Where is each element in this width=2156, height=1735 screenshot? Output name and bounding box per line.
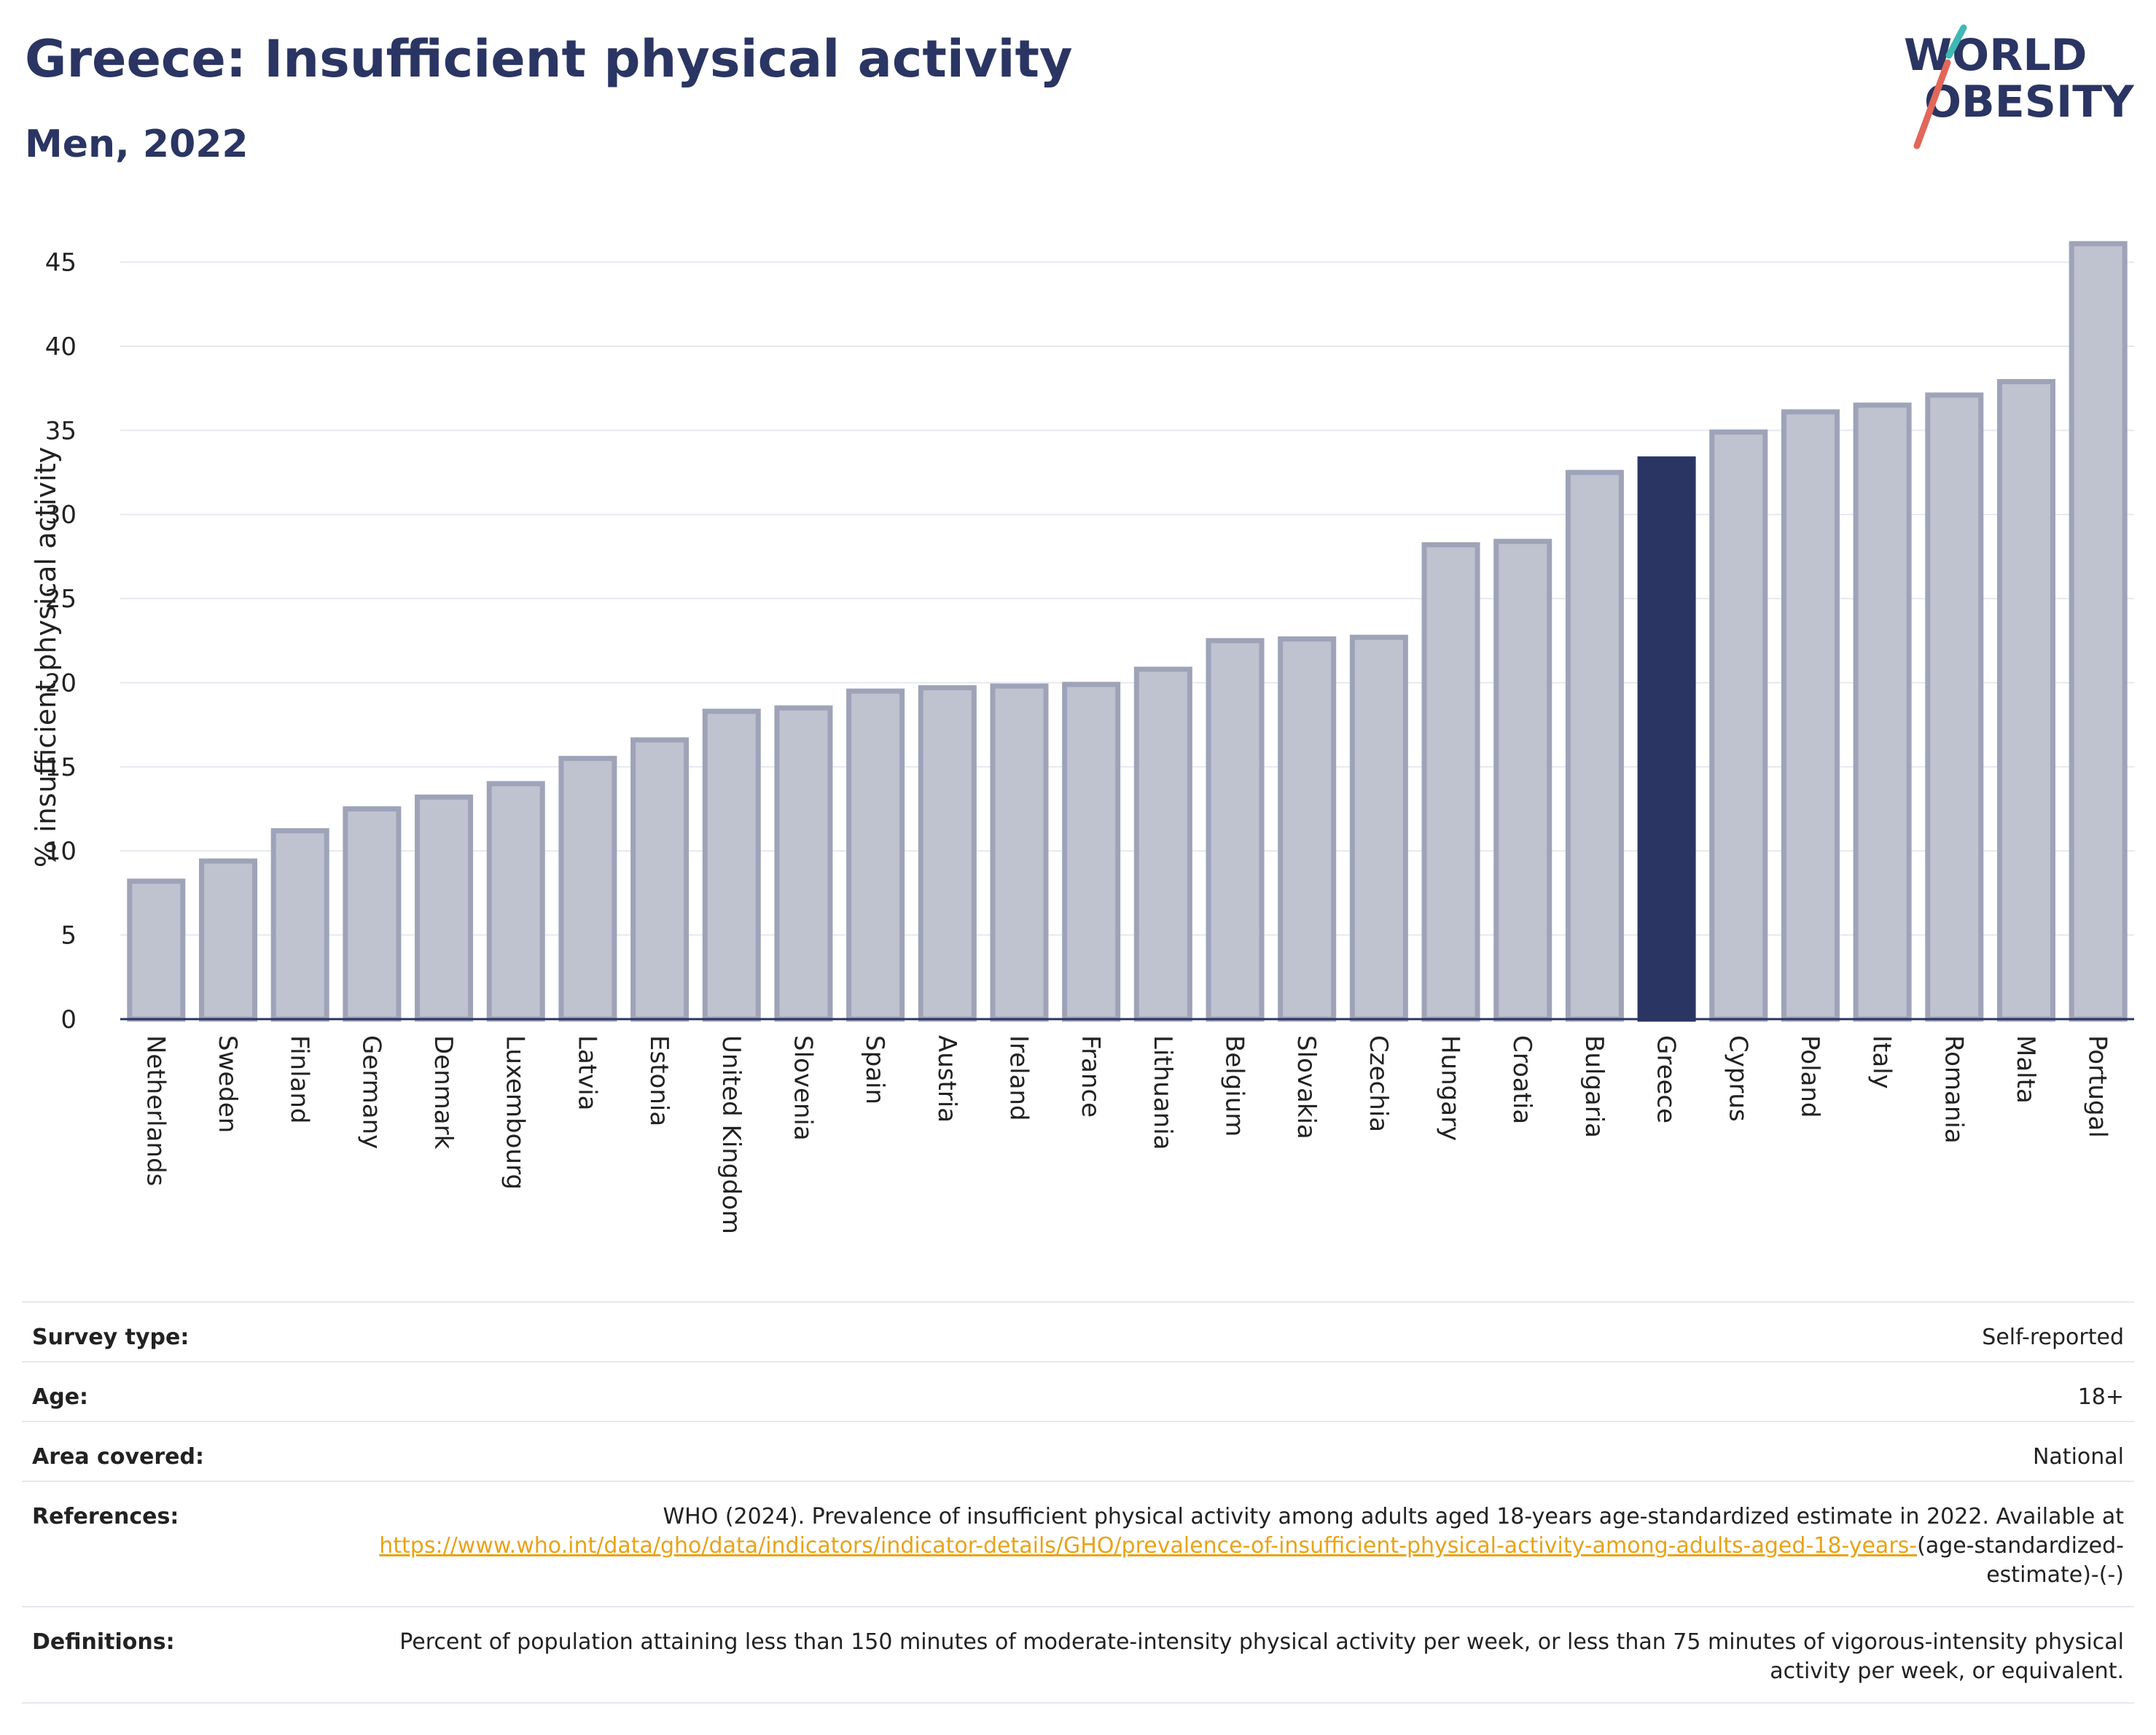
bar-france <box>1062 682 1121 1022</box>
y-tick-label: 45 <box>45 249 77 278</box>
y-tick-label: 35 <box>45 416 77 445</box>
x-tick-label: Denmark <box>429 1035 458 1150</box>
references-row: References: WHO (2024). Prevalence of in… <box>22 1481 2134 1606</box>
y-tick-label: 0 <box>60 1005 77 1034</box>
x-tick-label: Italy <box>1867 1035 1897 1089</box>
bar-malta <box>1996 378 2055 1022</box>
definitions-label: Definitions: <box>32 1629 175 1655</box>
x-axis-ticks: Netherlands Sweden Finland Germany Denmark Lu… <box>141 1035 2112 1234</box>
bar-luxembourg <box>486 781 545 1022</box>
world-obesity-logo: WORLD OBESITY <box>1904 24 2135 149</box>
x-tick-label: Poland <box>1795 1035 1824 1118</box>
references-suffix: (age-standardized-estimate)-(-) <box>1917 1533 2124 1588</box>
bar-croatia <box>1493 539 1552 1022</box>
x-tick-label: Lithuania <box>1148 1035 1177 1150</box>
x-tick-label: Estonia <box>644 1035 673 1126</box>
bar-germany <box>343 806 402 1022</box>
survey-type-label: Survey type: <box>32 1325 190 1350</box>
x-tick-label: Cyprus <box>1723 1035 1752 1122</box>
y-axis-label: % insufficient physical activity <box>30 447 62 868</box>
y-axis-ticks: 0 5 10 15 20 25 30 35 40 45 <box>45 249 77 1034</box>
bar-united-kingdom <box>702 709 761 1022</box>
bars <box>127 241 2128 1022</box>
x-tick-label: Romania <box>1939 1035 1968 1144</box>
survey-type-row: Survey type: Self-reported <box>22 1301 2134 1361</box>
bar-estonia <box>630 737 690 1022</box>
bar-sweden <box>199 858 258 1022</box>
area-value: National <box>2032 1444 2124 1470</box>
survey-type-value: Self-reported <box>1982 1325 2124 1350</box>
x-tick-label: Malta <box>2011 1035 2040 1104</box>
x-tick-label: Ireland <box>1004 1035 1033 1121</box>
references-text: WHO (2024). Prevalence of insufficient p… <box>663 1504 2124 1529</box>
x-tick-label: Sweden <box>213 1035 242 1133</box>
bar-austria <box>918 685 977 1022</box>
x-tick-label: Slovenia <box>788 1035 817 1141</box>
y-tick-label: 40 <box>45 332 77 362</box>
bar-italy <box>1853 402 1912 1022</box>
area-label: Area covered: <box>32 1444 204 1470</box>
bar-czechia <box>1349 634 1408 1022</box>
x-tick-label: Spain <box>860 1035 889 1104</box>
age-label: Age: <box>32 1384 89 1410</box>
logo-text-obesity: OBESITY <box>1924 77 2135 128</box>
x-tick-label: Finland <box>285 1035 314 1124</box>
bar-denmark <box>415 794 474 1022</box>
x-tick-label: Latvia <box>572 1035 601 1111</box>
x-tick-label: Germany <box>356 1035 386 1149</box>
bar-slovakia <box>1278 636 1337 1022</box>
bar-bulgaria <box>1565 469 1624 1022</box>
x-tick-label: Portugal <box>2083 1035 2112 1138</box>
bar-netherlands <box>127 878 186 1022</box>
chart-title: Greece: Insufficient physical activity <box>25 29 1073 89</box>
bar-spain <box>846 688 905 1022</box>
bar-lithuania <box>1133 666 1192 1022</box>
definitions-row: Definitions: Percent of population attai… <box>22 1606 2134 1704</box>
references-link[interactable]: https://www.who.int/data/gho/data/indica… <box>379 1533 1918 1559</box>
x-tick-label: Croatia <box>1507 1035 1536 1124</box>
x-tick-label: Hungary <box>1436 1035 1465 1141</box>
definitions-value: Percent of population attaining less tha… <box>399 1629 2124 1684</box>
references-value: WHO (2024). Prevalence of insufficient p… <box>375 1482 2124 1606</box>
x-tick-label: France <box>1076 1035 1105 1118</box>
x-tick-label: Netherlands <box>141 1035 170 1186</box>
area-row: Area covered: National <box>22 1421 2134 1481</box>
x-tick-label: Greece <box>1652 1035 1681 1123</box>
x-tick-label: United Kingdom <box>716 1035 746 1234</box>
bar-chart: 0 5 10 15 20 25 30 35 40 45 Netherlands Sweden Finl… <box>30 241 2134 1234</box>
y-tick-label: 25 <box>45 585 77 614</box>
x-tick-label: Luxembourg <box>501 1035 530 1190</box>
logo-text-world: WORLD <box>1904 30 2087 81</box>
bar-greece <box>1637 456 1696 1022</box>
references-label: References: <box>32 1504 179 1529</box>
y-tick-label: 10 <box>45 837 77 866</box>
bar-romania <box>1925 392 1984 1022</box>
y-tick-label: 15 <box>45 753 77 782</box>
logo-slash-teal <box>1945 24 1967 59</box>
bar-cyprus <box>1709 429 1768 1022</box>
y-tick-label: 5 <box>60 921 77 951</box>
x-tick-label: Austria <box>932 1035 961 1123</box>
bar-hungary <box>1421 542 1480 1022</box>
x-tick-label: Slovakia <box>1292 1035 1321 1139</box>
bar-poland <box>1781 409 1840 1022</box>
x-tick-label: Bulgaria <box>1579 1035 1609 1138</box>
age-value: 18+ <box>2077 1384 2124 1410</box>
bar-belgium <box>1206 638 1265 1022</box>
x-tick-label: Czechia <box>1364 1035 1393 1132</box>
bar-ireland <box>990 683 1049 1022</box>
bar-latvia <box>558 755 617 1022</box>
bar-slovenia <box>774 705 833 1022</box>
chart-subtitle: Men, 2022 <box>25 122 249 166</box>
age-row: Age: 18+ <box>22 1361 2134 1421</box>
bar-portugal <box>2069 241 2128 1022</box>
y-tick-label: 30 <box>45 501 77 530</box>
bar-finland <box>270 828 329 1022</box>
metadata-table: Survey type: Self-reported Age: 18+ Area… <box>22 1301 2134 1704</box>
y-tick-label: 20 <box>45 668 77 698</box>
logo-slash-red <box>1913 59 1951 149</box>
x-tick-label: Belgium <box>1220 1035 1249 1136</box>
